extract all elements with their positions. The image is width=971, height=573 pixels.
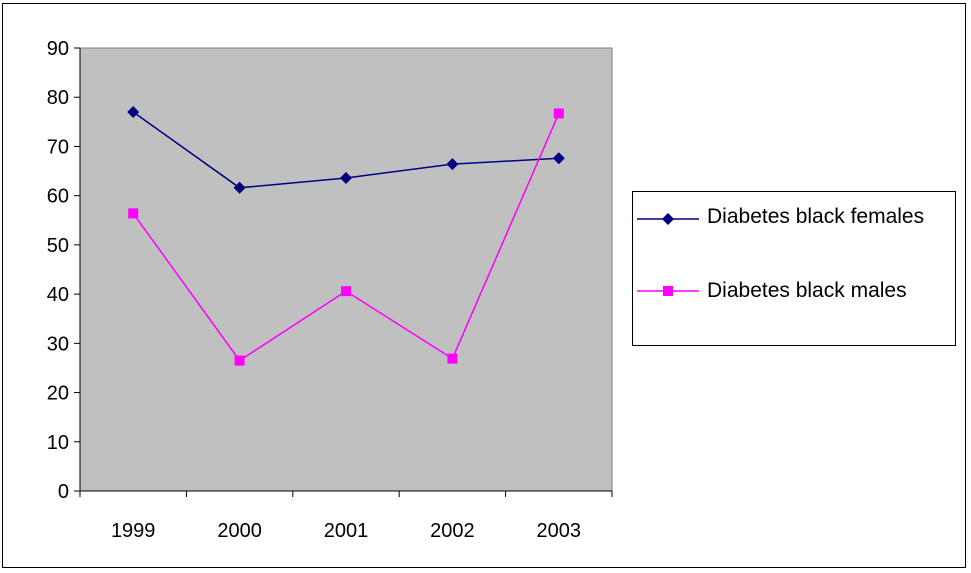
legend-swatch-females xyxy=(637,213,699,225)
data-point xyxy=(552,152,565,165)
data-point xyxy=(553,108,564,119)
legend-item-males: Diabetes black males xyxy=(633,276,953,306)
legend-item-females: Diabetes black females xyxy=(633,202,953,262)
data-point xyxy=(234,355,245,366)
x-tick-label: 2000 xyxy=(217,520,262,542)
y-tick-label: 40 xyxy=(47,284,69,306)
x-tick-label: 2002 xyxy=(430,520,475,542)
y-tick-label: 70 xyxy=(47,136,69,158)
legend: Diabetes black females Diabetes black ma… xyxy=(632,191,956,346)
y-tick-label: 0 xyxy=(58,481,69,503)
legend-label-males: Diabetes black males xyxy=(707,279,907,302)
data-point xyxy=(127,105,140,118)
legend-label-females: Diabetes black females xyxy=(707,205,925,228)
y-tick-label: 80 xyxy=(47,87,69,109)
y-axis: 0 10 20 30 40 50 60 70 80 90 xyxy=(47,38,81,503)
x-tick-label: 1999 xyxy=(111,520,156,542)
plot-area xyxy=(79,47,613,492)
y-tick-label: 50 xyxy=(47,235,69,257)
data-point xyxy=(446,158,459,171)
y-tick-label: 30 xyxy=(47,333,69,355)
x-tick-label: 2001 xyxy=(324,520,369,542)
series-1 xyxy=(128,108,564,366)
x-axis: 1999 2000 2001 2002 2003 xyxy=(79,490,613,542)
series-0 xyxy=(127,105,565,194)
y-tick-label: 10 xyxy=(47,432,69,454)
data-point xyxy=(128,208,139,219)
data-point xyxy=(233,181,246,194)
y-tick-label: 60 xyxy=(47,186,69,208)
data-point xyxy=(340,171,352,184)
y-tick-label: 20 xyxy=(47,383,69,405)
data-point xyxy=(447,353,458,364)
data-point xyxy=(341,286,351,297)
legend-swatch-males xyxy=(637,286,699,296)
y-tick-label: 90 xyxy=(47,38,69,60)
series-layer xyxy=(127,105,565,366)
x-tick-label: 2003 xyxy=(537,520,582,542)
